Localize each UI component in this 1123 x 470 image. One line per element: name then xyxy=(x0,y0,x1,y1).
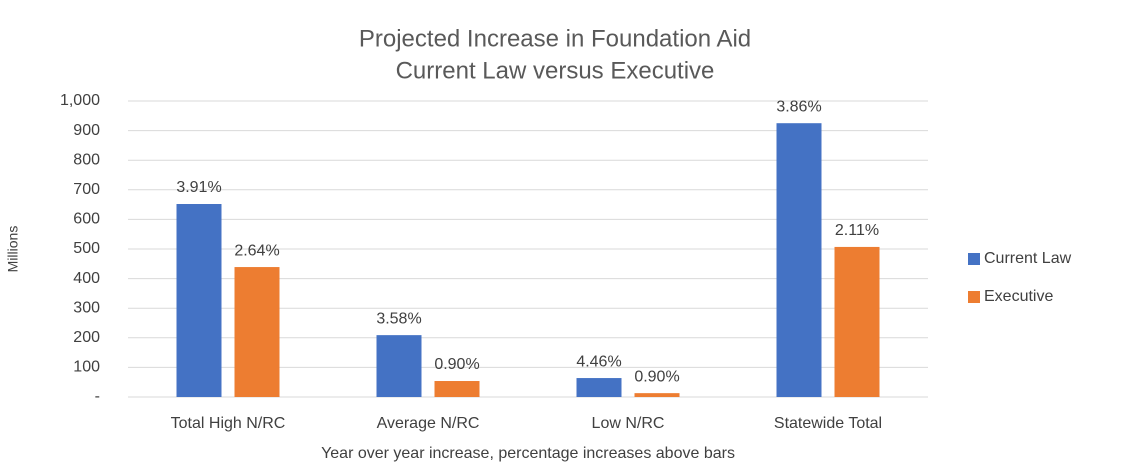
y-tick-label: - xyxy=(95,388,100,405)
bar-label: 4.46% xyxy=(576,353,621,370)
y-tick-label: 800 xyxy=(73,151,100,168)
x-tick-label: Total High N/RC xyxy=(171,415,286,432)
bar xyxy=(834,246,880,397)
y-tick-label: 200 xyxy=(73,329,100,346)
legend-swatch xyxy=(968,291,980,303)
bar xyxy=(576,378,622,397)
x-axis-label: Year over year increase, percentage incr… xyxy=(321,445,735,462)
y-tick-label: 300 xyxy=(73,299,100,316)
y-tick-label: 700 xyxy=(73,181,100,198)
bar-label: 0.90% xyxy=(434,356,479,373)
y-tick-label: 400 xyxy=(73,270,100,287)
bar-label: 3.86% xyxy=(776,98,821,115)
x-tick-label: Statewide Total xyxy=(774,415,882,432)
x-tick-label: Average N/RC xyxy=(377,415,480,432)
bar xyxy=(634,393,680,397)
bar-label: 3.58% xyxy=(376,310,421,327)
bar xyxy=(176,204,222,397)
y-tick-label: 500 xyxy=(73,240,100,257)
bar-label: 0.90% xyxy=(634,368,679,385)
bar xyxy=(776,123,822,397)
bar-label: 2.64% xyxy=(234,242,279,259)
legend-label: Current Law xyxy=(984,250,1072,267)
chart-subtitle: Current Law versus Executive xyxy=(396,57,715,84)
bar xyxy=(234,267,280,397)
y-axis-label: Millions xyxy=(5,226,21,273)
y-tick-label: 900 xyxy=(73,122,100,139)
bar-label: 3.91% xyxy=(176,179,221,196)
legend-label: Executive xyxy=(984,288,1053,305)
y-tick-label: 1,000 xyxy=(60,92,100,109)
bar xyxy=(376,335,422,397)
x-tick-label: Low N/RC xyxy=(592,415,665,432)
bar xyxy=(434,381,480,397)
chart-title: Projected Increase in Foundation Aid xyxy=(359,25,751,52)
legend-swatch xyxy=(968,253,980,265)
bar-label: 2.11% xyxy=(835,222,879,239)
y-tick-label: 600 xyxy=(73,211,100,228)
y-tick-label: 100 xyxy=(73,359,100,376)
